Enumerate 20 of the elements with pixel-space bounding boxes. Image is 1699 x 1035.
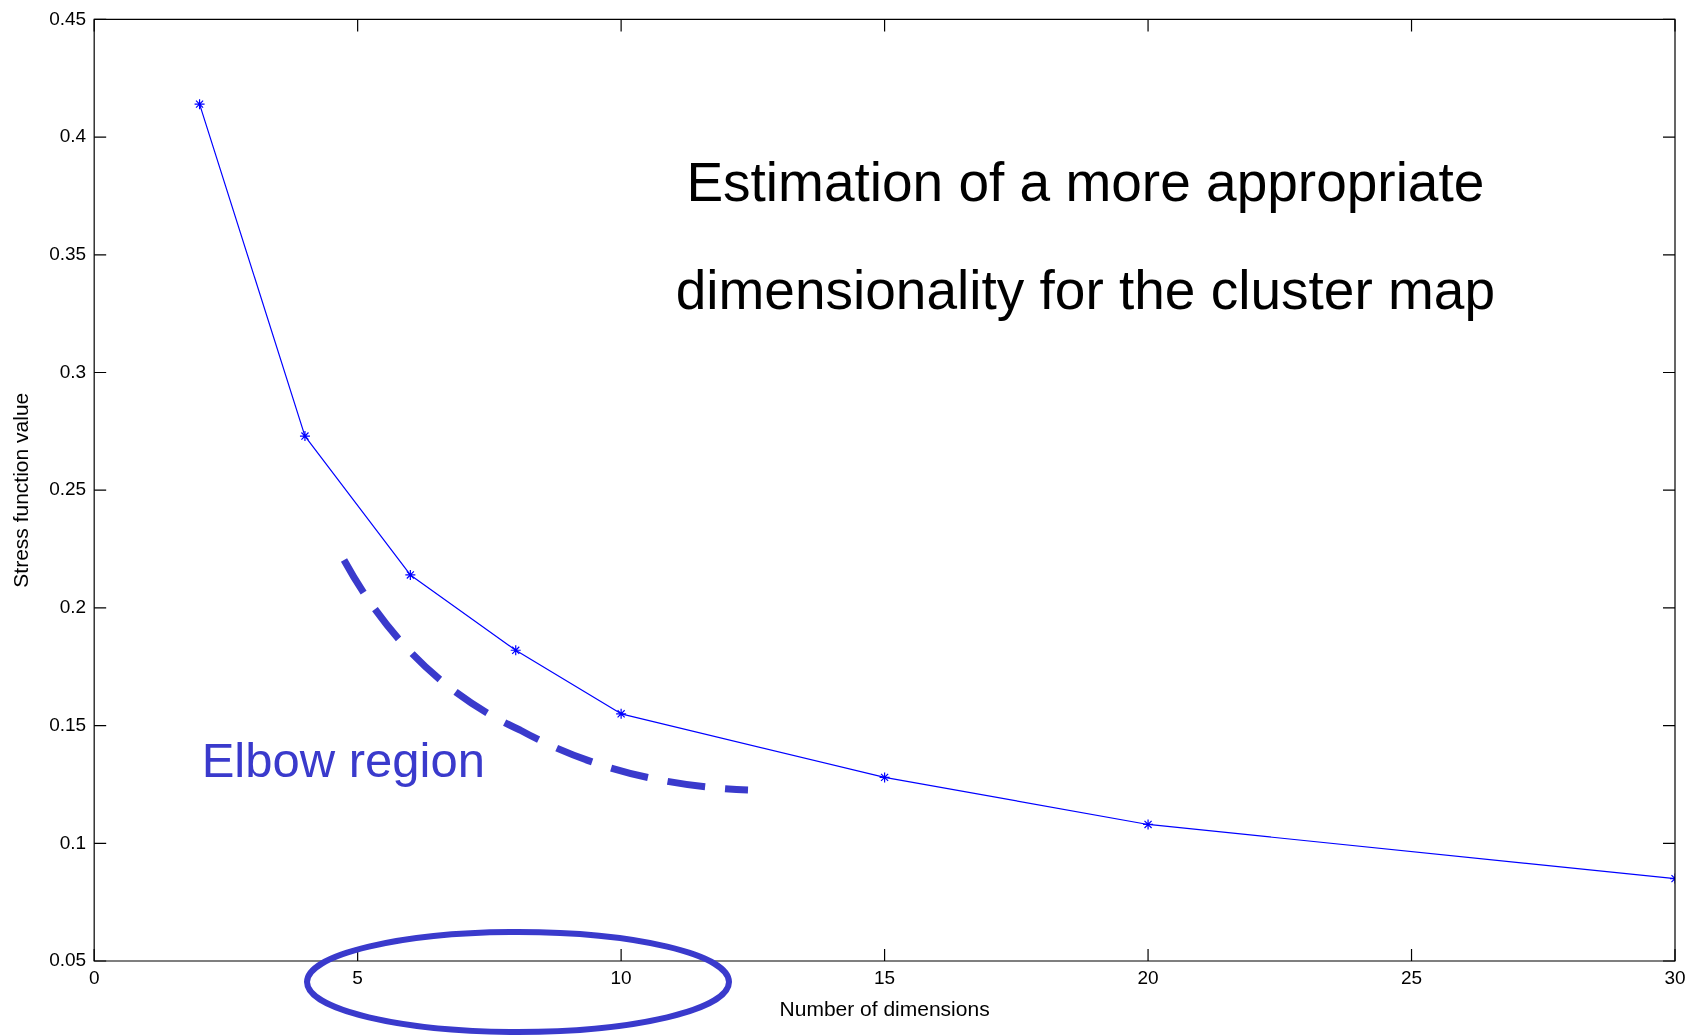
- y-tick-label: 0.25: [49, 478, 87, 500]
- x-tick-label: 10: [610, 966, 632, 988]
- y-tick-label: 0.35: [49, 243, 87, 265]
- y-tick-label: 0.45: [49, 7, 87, 29]
- x-tick-label: 0: [88, 966, 100, 988]
- x-tick-label: 25: [1400, 966, 1423, 988]
- x-tick-label: 15: [874, 966, 896, 988]
- y-tick-label: 0.05: [49, 949, 87, 971]
- x-tick-label: 5: [352, 966, 363, 988]
- y-tick-label: 0.15: [49, 713, 87, 735]
- y-tick-label: 0.1: [59, 831, 87, 853]
- y-tick-label: 0.4: [59, 125, 87, 147]
- y-tick-label: 0.2: [59, 596, 87, 618]
- y-tick-label: 0.3: [59, 360, 87, 382]
- y-axis-title: Stress function value: [9, 392, 33, 588]
- x-tick-label: 30: [1664, 966, 1686, 988]
- text: Estimation of a more appropriate dimensionality for the cluster map: [675, 150, 1495, 321]
- x-tick-label: 20: [1137, 966, 1159, 988]
- annotation: Elbow region: [201, 732, 485, 787]
- x-axis-title: Number of dimensions: [779, 997, 990, 1021]
